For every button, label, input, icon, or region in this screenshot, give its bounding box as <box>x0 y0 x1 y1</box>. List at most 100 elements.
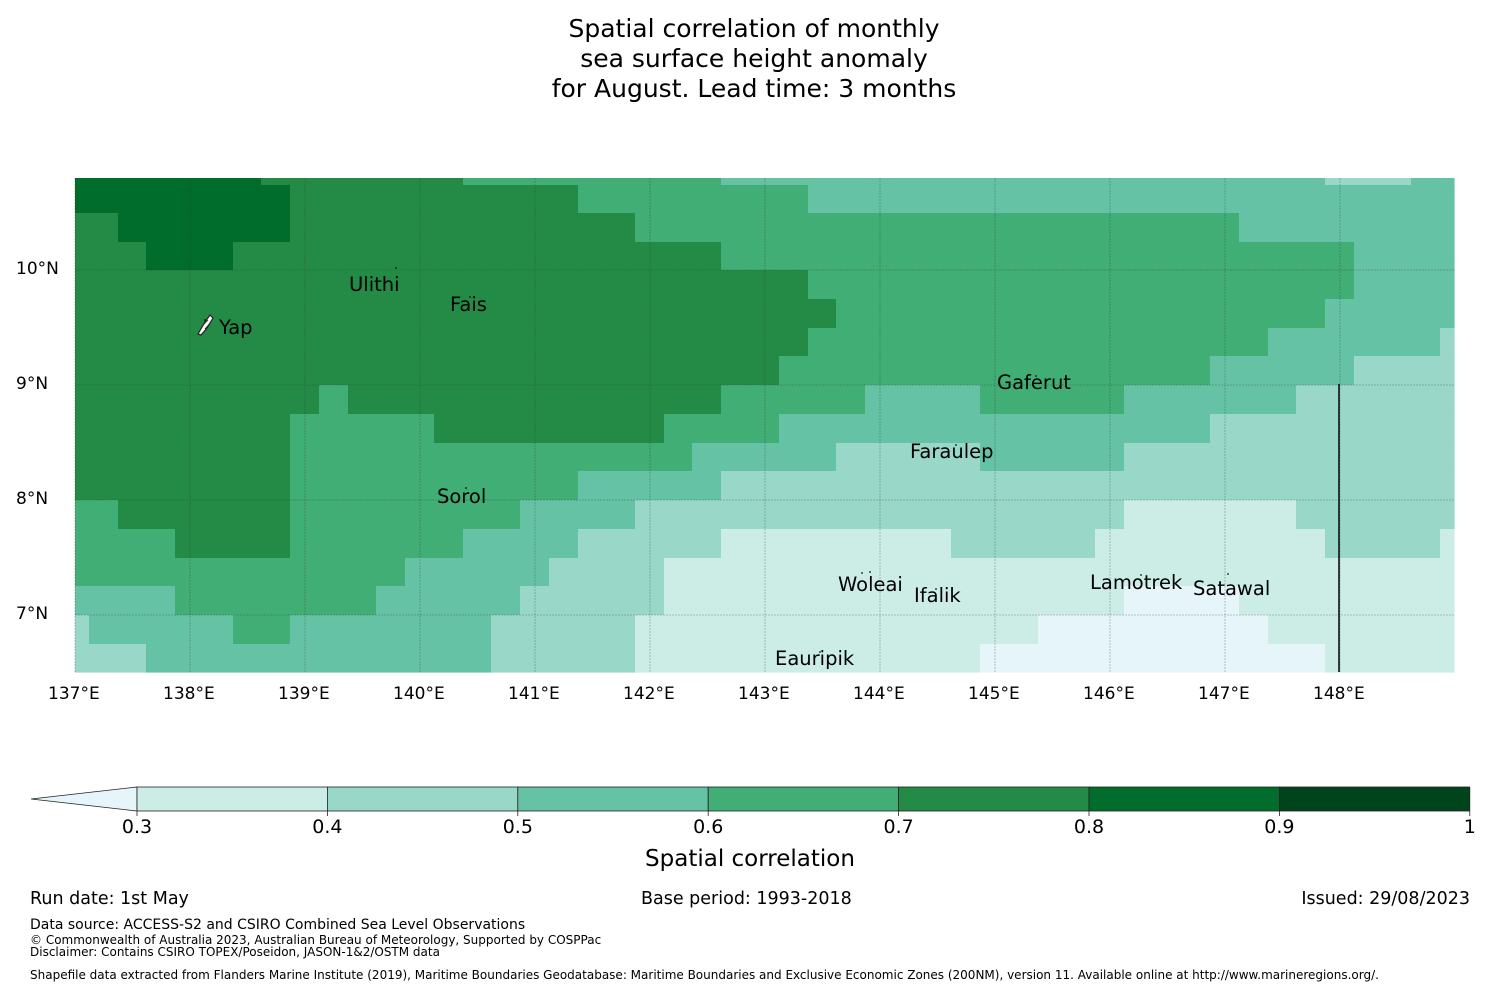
colorbar-segment <box>707 786 900 812</box>
correlation-cell <box>1239 586 1455 616</box>
correlation-cell <box>89 615 234 645</box>
correlation-cell <box>348 385 722 415</box>
correlation-cell <box>549 558 665 587</box>
correlation-cell <box>1354 270 1455 300</box>
correlation-cell <box>146 644 492 673</box>
correlation-cell <box>290 615 492 645</box>
island-label-eauripik: Eauripik <box>775 647 855 670</box>
correlation-cell <box>75 242 147 271</box>
colorbar-tick-label: 0.6 <box>693 816 724 838</box>
colorbar-segment <box>1279 786 1471 812</box>
correlation-cell <box>319 385 349 415</box>
correlation-cell <box>75 500 119 530</box>
correlation-cell <box>290 185 579 214</box>
correlation-cell <box>75 270 809 300</box>
correlation-cell <box>520 500 636 530</box>
correlation-cell <box>233 242 722 271</box>
correlation-cell <box>635 644 981 673</box>
x-tick-label: 146°E <box>1083 684 1135 704</box>
correlation-cell <box>75 299 837 329</box>
island-label-lamotrek: Lamotrek <box>1090 571 1183 594</box>
island-label-sorol: Sorol <box>437 485 487 508</box>
correlation-cell <box>578 529 722 559</box>
copyright: © Commonwealth of Australia 2023, Austra… <box>30 933 602 947</box>
correlation-cell <box>290 471 579 501</box>
correlation-cell <box>1325 529 1441 559</box>
x-tick-label: 138°E <box>163 684 215 704</box>
correlation-cell <box>290 213 636 243</box>
island-dot <box>395 267 397 269</box>
correlation-cell <box>1411 178 1455 186</box>
correlation-cell <box>808 185 1455 214</box>
x-tick-label: 139°E <box>278 684 330 704</box>
y-tick-label: 7°N <box>16 604 49 624</box>
correlation-cell <box>664 558 1455 587</box>
correlation-cell <box>463 178 722 186</box>
island-dot <box>1140 574 1142 576</box>
correlation-cell <box>865 385 981 415</box>
correlation-cell <box>1296 385 1455 415</box>
correlation-cell <box>75 615 90 645</box>
correlation-cell <box>578 185 809 214</box>
colorbar-segment <box>1088 786 1280 812</box>
correlation-cell <box>175 529 291 559</box>
island-label-ulithi: Ulithi <box>349 273 400 296</box>
colorbar-segment <box>517 786 709 812</box>
correlation-cell <box>491 644 636 673</box>
correlation-cell <box>635 213 1240 243</box>
correlation-cell <box>175 586 377 616</box>
correlation-cell <box>721 242 1355 271</box>
shapefile-credit: Shapefile data extracted from Flanders M… <box>30 968 1379 982</box>
x-tick-label: 142°E <box>623 684 675 704</box>
colorbar-tick-label: 0.9 <box>1264 816 1295 838</box>
x-tick-label: 144°E <box>853 684 905 704</box>
title-line-3: for August. Lead time: 3 months <box>551 74 957 103</box>
island-label-gaferut: Gaferut <box>997 371 1071 394</box>
colorbar-tick-label: 1 <box>1463 816 1476 838</box>
disclaimer: Disclaimer: Contains CSIRO TOPEX/Poseido… <box>30 945 440 959</box>
correlation-cell <box>75 356 780 386</box>
data-source: Data source: ACCESS-S2 and CSIRO Combine… <box>30 917 526 933</box>
colorbar-tick-label: 0.3 <box>121 816 153 838</box>
island-label-ifalik: Ifalik <box>914 584 961 607</box>
correlation-cell <box>290 414 435 444</box>
issued-date: Issued: 29/08/2023 <box>1301 889 1470 909</box>
x-tick-label: 147°E <box>1198 684 1250 704</box>
correlation-cell <box>721 529 952 559</box>
map-title: Spatial correlation of monthly sea surfa… <box>0 14 1500 104</box>
island-dot <box>465 487 467 489</box>
island-dot <box>935 588 937 590</box>
island-label-satawal: Satawal <box>1193 577 1271 600</box>
island-label-yap: Yap <box>219 316 253 339</box>
x-tick-label: 145°E <box>968 684 1020 704</box>
correlation-cell <box>836 299 1326 329</box>
correlation-cell <box>721 471 1455 501</box>
correlation-cell <box>434 414 665 444</box>
correlation-cell <box>75 213 119 243</box>
run-date: Run date: 1st May <box>30 889 189 909</box>
correlation-cell <box>290 529 464 559</box>
correlation-cell <box>779 356 1211 386</box>
correlation-cell <box>1124 385 1297 415</box>
correlation-cell <box>980 443 1125 472</box>
correlation-cell <box>1325 644 1455 673</box>
correlation-cell <box>664 414 780 444</box>
correlation-cell <box>405 558 550 587</box>
correlation-cell <box>1210 414 1455 444</box>
correlation-cell <box>75 328 809 357</box>
y-tick-label: 10°N <box>16 259 59 279</box>
gridlines <box>74 178 1454 672</box>
correlation-cell <box>808 270 1355 300</box>
correlation-cell <box>980 385 1125 415</box>
correlation-cell <box>290 443 693 472</box>
x-tick-label: 148°E <box>1313 684 1365 704</box>
island-dot <box>1035 375 1037 377</box>
colorbar-tick-label: 0.8 <box>1073 816 1105 838</box>
correlation-cell <box>808 328 1269 357</box>
correlation-cell <box>1325 299 1455 329</box>
correlation-cell <box>146 242 234 271</box>
correlation-cell <box>1296 500 1455 530</box>
correlation-cell <box>75 644 147 673</box>
island-dot <box>469 296 471 298</box>
correlation-cell <box>1124 586 1240 616</box>
